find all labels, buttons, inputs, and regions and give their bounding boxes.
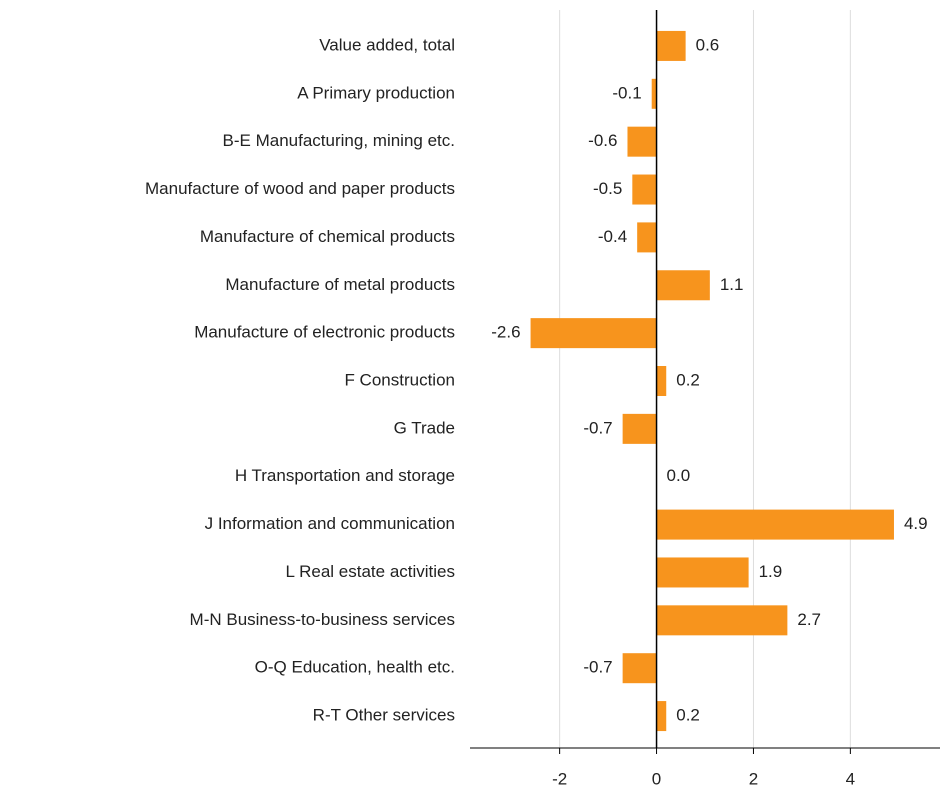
x-tick-label: 0 [652,769,661,788]
bar [656,605,788,636]
bar [656,270,710,301]
bar [622,653,657,684]
bar [622,413,657,444]
y-tick-label: G Trade [394,418,455,437]
value-label: 0.6 [696,35,720,54]
value-label: 1.1 [720,275,744,294]
bar [656,366,667,396]
bar [530,318,657,349]
y-tick-label: O-Q Education, health etc. [255,658,455,677]
value-label: 0.2 [676,706,700,725]
value-label: -0.7 [583,418,612,437]
y-tick-label: F Construction [344,370,455,389]
bar [656,701,667,732]
y-tick-label: M-N Business-to-business services [190,610,455,629]
y-tick-label: A Primary production [297,83,455,102]
y-tick-label: Manufacture of electronic products [194,323,455,342]
bar [632,174,657,205]
x-tick-label: 4 [846,769,855,788]
y-tick-label: Manufacture of metal products [225,275,455,294]
bar [656,30,686,61]
bar [651,78,657,109]
y-tick-label: Manufacture of chemical products [200,227,455,246]
value-label: 1.9 [759,562,783,581]
x-tick-label: 2 [749,769,758,788]
bar [656,557,749,588]
y-tick-label: L Real estate activities [286,562,455,581]
value-label: 0.0 [667,466,691,485]
y-tick-label: J Information and communication [205,514,455,533]
y-tick-label: B-E Manufacturing, mining etc. [223,131,455,150]
value-label: -0.1 [612,83,641,102]
y-tick-label: Value added, total [319,35,455,54]
value-label: -0.4 [598,227,627,246]
value-label: 2.7 [797,610,821,629]
y-tick-label: R-T Other services [313,706,455,725]
value-label: -0.6 [588,131,617,150]
value-label: -2.6 [491,323,520,342]
value-label: 4.9 [904,514,928,533]
x-tick-label: -2 [552,769,567,788]
value-label: 0.2 [676,370,700,389]
bar [627,126,657,157]
y-tick-label: H Transportation and storage [235,466,455,485]
bar [656,509,894,540]
value-label: -0.5 [593,179,622,198]
y-tick-label: Manufacture of wood and paper products [145,179,455,198]
value-label: -0.7 [583,658,612,677]
bar [637,222,657,253]
